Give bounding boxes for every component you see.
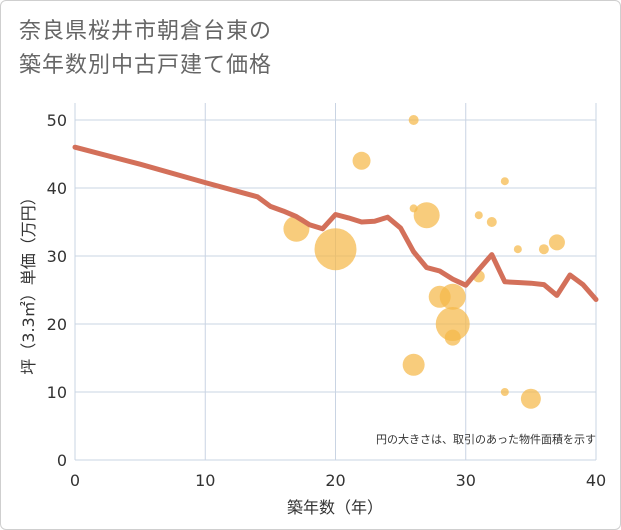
bubble-point [444,329,461,346]
x-tick-label: 10 [195,471,215,490]
bubble-point [408,115,419,125]
bubble-point [538,244,549,255]
x-tick-labels: 0 10 20 30 40 [70,471,606,490]
bubble-point [500,177,509,186]
chart-title: 奈良県桜井市朝倉台東の 築年数別中古戸建て価格 [19,15,272,83]
x-tick-label: 30 [456,471,476,490]
y-tick-label: 30 [47,247,67,266]
bubble-point [413,202,440,229]
chart-note: 円の大きさは、取引のあった物件面積を示す [376,432,596,446]
x-tick-label: 20 [325,471,345,490]
y-tick-labels: 0 10 20 30 40 50 [47,111,67,470]
y-axis-label: 坪（3.3㎡）単価（万円） [19,189,38,374]
x-tick-label: 0 [70,471,80,490]
x-axis-label: 築年数（年） [287,498,383,517]
bubble-point [513,245,522,254]
bubble-point [435,307,470,341]
bubble-point [402,353,425,376]
x-tick-label: 40 [586,471,606,490]
y-tick-label: 10 [47,383,67,402]
y-tick-label: 40 [47,179,67,198]
bubble-point [486,217,497,227]
bubble-point [474,211,483,220]
bubble-point [520,388,541,409]
y-tick-label: 20 [47,315,67,334]
bubble-point [500,388,509,396]
bubble-point [314,228,357,271]
trend-line [72,144,599,302]
y-tick-label: 50 [47,111,67,130]
bubble-series [283,115,565,409]
bubble-point [548,234,565,251]
trend-line-group [72,144,599,302]
y-tick-label: 0 [57,451,67,470]
bubble-point [439,283,466,310]
bubble-point [352,151,371,170]
title-line-1: 奈良県桜井市朝倉台東の [19,19,273,44]
title-line-2: 築年数別中古戸建て価格 [19,53,273,78]
